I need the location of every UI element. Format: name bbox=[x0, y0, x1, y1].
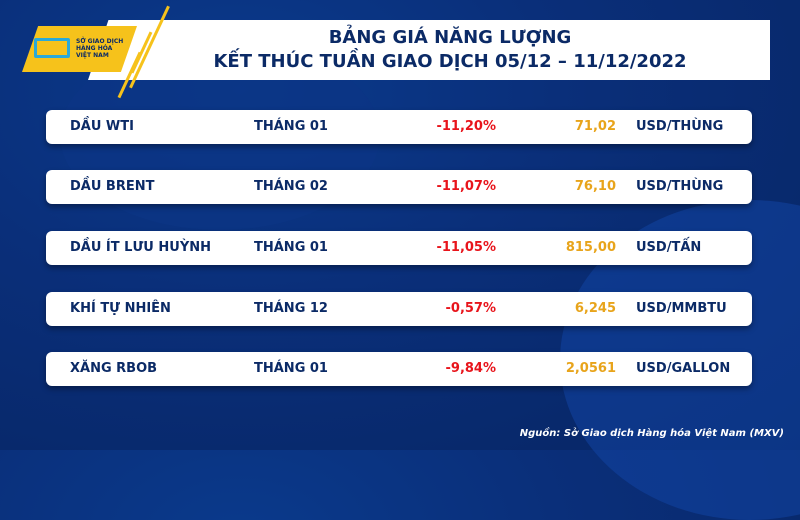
table-row: KHÍ TỰ NHIÊN THÁNG 12 -0,57% 6,245 USD/MMBTU bbox=[46, 292, 752, 326]
commodity-name: DẦU WTI bbox=[70, 119, 134, 134]
page-title: BẢNG GIÁ NĂNG LƯỢNG KẾT THÚC TUẦN GIAO D… bbox=[150, 26, 750, 74]
source-note: Nguồn: Sở Giao dịch Hàng hóa Việt Nam (M… bbox=[519, 428, 784, 439]
title-line-1: BẢNG GIÁ NĂNG LƯỢNG bbox=[328, 27, 572, 48]
header-band bbox=[88, 20, 770, 80]
unit: USD/THÙNG bbox=[636, 119, 724, 134]
table-row: DẦU ÍT LƯU HUỲNH THÁNG 01 -11,05% 815,00 USD… bbox=[46, 231, 752, 265]
percent-change: -11,05% bbox=[436, 240, 496, 255]
contract-month: THÁNG 12 bbox=[254, 301, 328, 316]
logo-icon bbox=[34, 38, 70, 58]
logo-line: HÀNG HÓA bbox=[76, 45, 113, 52]
contract-month: THÁNG 01 bbox=[254, 119, 328, 134]
logo-text: SỞ GIAO DỊCH HÀNG HÓA VIỆT NAM bbox=[76, 38, 123, 59]
price: 6,245 bbox=[574, 301, 616, 316]
price: 2,0561 bbox=[565, 361, 616, 376]
unit: USD/THÙNG bbox=[636, 179, 724, 194]
table-row: DẦU BRENT THÁNG 02 -11,07% 76,10 USD/THÙNG bbox=[46, 170, 752, 204]
commodity-name: XĂNG RBOB bbox=[70, 361, 158, 376]
table-row: DẦU WTI THÁNG 01 -11,20% 71,02 USD/THÙNG bbox=[46, 110, 752, 144]
percent-change: -9,84% bbox=[445, 361, 497, 376]
percent-change: -11,20% bbox=[436, 119, 496, 134]
percent-change: -0,57% bbox=[445, 301, 497, 316]
commodity-name: DẦU BRENT bbox=[70, 179, 155, 194]
title-line-2: KẾT THÚC TUẦN GIAO DỊCH 05/12 – 11/12/20… bbox=[213, 51, 687, 72]
contract-month: THÁNG 01 bbox=[254, 361, 328, 376]
commodity-name: DẦU ÍT LƯU HUỲNH bbox=[70, 240, 212, 255]
unit: USD/MMBTU bbox=[636, 301, 727, 316]
price: 71,02 bbox=[574, 119, 616, 134]
commodity-name: KHÍ TỰ NHIÊN bbox=[70, 301, 171, 316]
price: 76,10 bbox=[574, 179, 616, 194]
unit: USD/GALLON bbox=[636, 361, 731, 376]
contract-month: THÁNG 02 bbox=[254, 179, 328, 194]
price: 815,00 bbox=[565, 240, 616, 255]
unit: USD/TẤN bbox=[636, 240, 702, 255]
percent-change: -11,07% bbox=[436, 179, 496, 194]
logo-line: VIỆT NAM bbox=[76, 52, 109, 59]
table-row: XĂNG RBOB THÁNG 01 -9,84% 2,0561 USD/GALLON bbox=[46, 352, 752, 386]
logo bbox=[22, 26, 137, 72]
logo-line: SỞ GIAO DỊCH bbox=[76, 38, 124, 45]
contract-month: THÁNG 01 bbox=[254, 240, 328, 255]
